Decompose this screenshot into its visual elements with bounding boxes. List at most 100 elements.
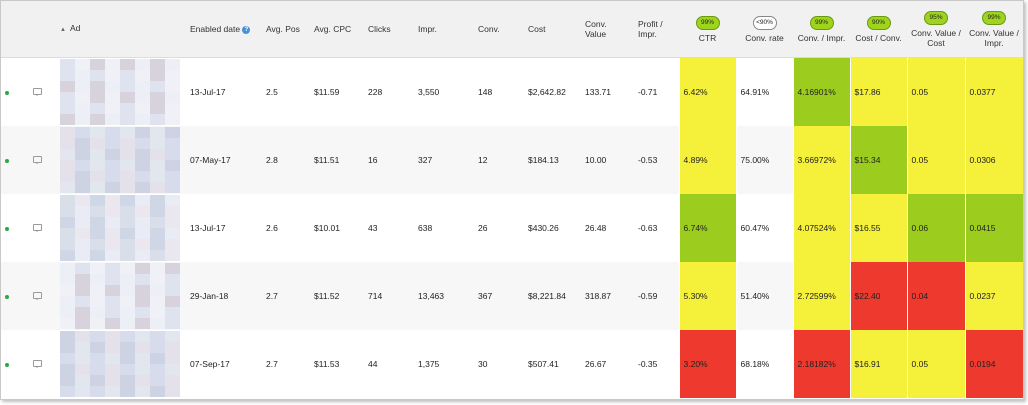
conv-header[interactable]: Conv. <box>474 1 524 58</box>
blur-pixel <box>90 263 105 274</box>
comment-icon[interactable] <box>33 88 42 96</box>
blur-pixel <box>120 342 135 353</box>
ad-preview-image[interactable] <box>60 195 180 261</box>
ad-preview-image[interactable] <box>60 263 180 329</box>
ad-preview-image[interactable] <box>60 59 180 125</box>
impr-header[interactable]: Impr. <box>414 1 474 58</box>
blur-pixel <box>135 59 150 70</box>
blur-pixel <box>135 263 150 274</box>
blur-pixel <box>150 375 165 386</box>
blur-pixel <box>135 296 150 307</box>
conv-impr-header[interactable]: 99% Conv. / Impr. <box>793 1 850 58</box>
blur-pixel <box>150 342 165 353</box>
blur-pixel <box>75 364 90 375</box>
blur-pixel <box>165 59 180 70</box>
comment-icon[interactable] <box>33 360 42 368</box>
blur-pixel <box>60 274 75 285</box>
ad-preview-image[interactable] <box>60 127 180 193</box>
comment-icon[interactable] <box>33 292 42 300</box>
profit-impr-cell: -0.71 <box>638 87 658 97</box>
comment-icon[interactable] <box>33 224 42 232</box>
blur-pixel <box>165 263 180 274</box>
conv-value-header[interactable]: Conv. Value <box>581 1 634 58</box>
status-dot-icon[interactable] <box>5 363 9 367</box>
blur-pixel <box>120 375 135 386</box>
table-row[interactable]: 07-May-17 2.8 $11.51 16 327 12 $184.13 1… <box>1 126 1023 194</box>
blur-pixel <box>90 331 105 342</box>
blur-pixel <box>90 353 105 364</box>
conv-rate-header[interactable]: <90% Conv. rate <box>736 1 793 58</box>
comment-icon[interactable] <box>33 156 42 164</box>
blur-pixel <box>120 103 135 114</box>
blur-pixel <box>135 375 150 386</box>
blur-pixel <box>75 59 90 70</box>
status-dot-icon[interactable] <box>5 159 9 163</box>
ad-cell[interactable] <box>56 194 186 262</box>
blur-pixel <box>90 92 105 103</box>
clicks-cell: 714 <box>364 262 414 330</box>
ad-cell[interactable] <box>56 262 186 330</box>
table-row[interactable]: 13-Jul-17 2.6 $10.01 43 638 26 $430.26 2… <box>1 194 1023 262</box>
blur-pixel <box>90 217 105 228</box>
help-icon[interactable]: ? <box>242 25 251 34</box>
blur-pixel <box>75 296 90 307</box>
ad-header[interactable]: ▲ Ad <box>56 1 186 58</box>
clicks-header[interactable]: Clicks <box>364 1 414 58</box>
avg-pos-cell: 2.5 <box>266 87 278 97</box>
table-row[interactable]: 13-Jul-17 2.5 $11.59 228 3,550 148 $2,64… <box>1 57 1023 127</box>
blur-pixel <box>165 250 180 261</box>
conv-rate-cell: 60.47% <box>740 223 770 233</box>
blur-pixel <box>90 59 105 70</box>
sort-asc-icon[interactable]: ▲ <box>60 27 66 33</box>
comment-cell <box>29 58 56 127</box>
conv-value-impr-header[interactable]: 99% Conv. Value / Impr. <box>965 1 1023 58</box>
blur-pixel <box>90 364 105 375</box>
conv-value-cell: 133.71 <box>585 87 611 97</box>
blur-pixel <box>90 70 105 81</box>
blur-pixel <box>150 285 165 296</box>
blur-pixel <box>105 353 120 364</box>
blur-pixel <box>165 127 180 138</box>
conv-value-cost-header[interactable]: 95% Conv. Value / Cost <box>907 1 965 58</box>
profit-impr-header[interactable]: Profit / Impr. <box>634 1 679 58</box>
blur-pixel <box>75 239 90 250</box>
conv-impr-cell: 4.07524% <box>792 194 851 262</box>
significance-badge: 99% <box>982 10 1006 25</box>
cost-conv-cell: $17.86 <box>849 57 908 126</box>
blur-pixel <box>75 103 90 114</box>
blur-pixel <box>90 285 105 296</box>
enabled-date-header[interactable]: Enabled date ? <box>186 1 262 58</box>
clicks-cell: 44 <box>368 359 378 369</box>
blur-pixel <box>105 250 120 261</box>
blur-pixel <box>165 386 180 397</box>
blur-pixel <box>60 217 75 228</box>
ad-cell[interactable] <box>56 58 186 127</box>
avg-pos-header[interactable]: Avg. Pos <box>262 1 310 58</box>
enabled-date-cell: 13-Jul-17 <box>190 87 226 97</box>
cost-cell: $8,221.84 <box>524 262 581 330</box>
cost-header[interactable]: Cost <box>524 1 581 58</box>
ad-cell[interactable] <box>56 126 186 194</box>
blur-pixel <box>150 160 165 171</box>
avg-cpc-header[interactable]: Avg. CPC <box>310 1 364 58</box>
table-row[interactable]: 07-Sep-17 2.7 $11.53 44 1,375 30 $507.41… <box>1 330 1023 398</box>
conv-value-cost-cell: 0.05 <box>906 57 966 126</box>
blur-pixel <box>60 228 75 239</box>
ctr-header[interactable]: 99% CTR <box>679 1 736 58</box>
conv-value-impr-cell: 0.0237 <box>964 262 1023 330</box>
ad-preview-image[interactable] <box>60 331 180 397</box>
blur-pixel <box>165 285 180 296</box>
cost-conv-header[interactable]: 90% Cost / Conv. <box>850 1 907 58</box>
ad-cell[interactable] <box>56 330 186 398</box>
cost-conv-cell: $16.55 <box>849 194 908 262</box>
status-dot-icon[interactable] <box>5 227 9 231</box>
blur-pixel <box>150 307 165 318</box>
blur-pixel <box>165 375 180 386</box>
status-dot-icon[interactable] <box>5 91 9 95</box>
cost-cell: $507.41 <box>528 359 559 369</box>
status-dot-icon[interactable] <box>5 295 9 299</box>
blur-pixel <box>165 296 180 307</box>
blur-pixel <box>90 149 105 160</box>
table-row[interactable]: 29-Jan-18 2.7 $11.52 714 13,463 367 $8,2… <box>1 262 1023 330</box>
blur-pixel <box>150 171 165 182</box>
